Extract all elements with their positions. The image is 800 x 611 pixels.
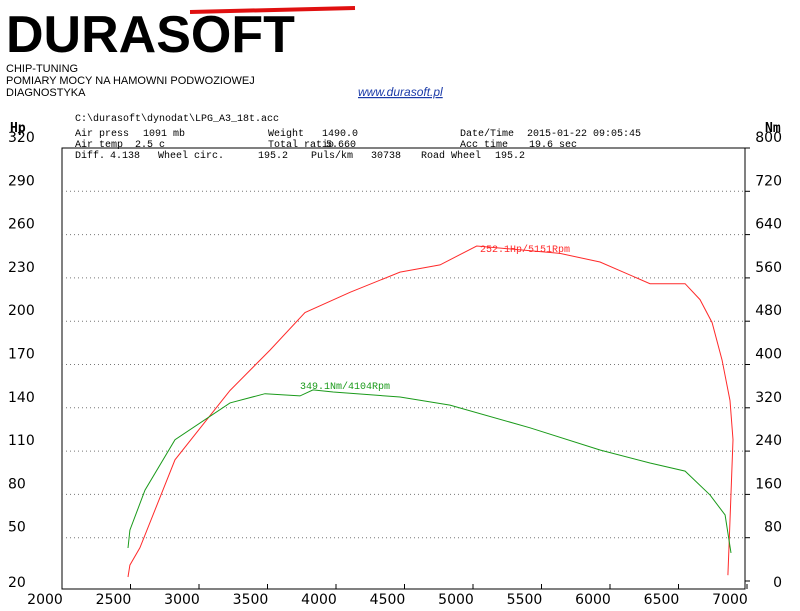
y-tick-label: 110 [8,433,35,449]
info-label: Puls/km [311,150,353,162]
peak-annotation: 349.1Nm/4104Rpm [300,381,390,393]
y2-tick-label: 80 [764,520,782,536]
plot-frame [61,147,746,590]
y-tick-label: 260 [8,217,35,233]
peak-annotation: 252.1Hp/5151Rpm [480,244,570,256]
info-label: Date/Time [460,128,514,140]
series-line [127,389,732,553]
x-tick-label: 7000 [712,592,748,608]
y2-tick-label: 640 [755,217,782,233]
x-tick-label: 5500 [507,592,543,608]
y-tick-label: 170 [8,347,35,363]
info-label: Total ratio [268,139,334,151]
info-label: Diff. [75,150,105,162]
y-tick-label: 140 [8,390,35,406]
logo: DURASOFT [6,6,295,64]
info-value: 195.2 [495,151,525,162]
x-tick-label: 4500 [370,592,406,608]
url[interactable]: www.durasoft.pl [358,85,443,99]
y-tick-label: 320 [8,130,35,146]
y-tick-label: 230 [8,260,35,276]
x-tick-label: 6000 [575,592,611,608]
y2-tick-label: 160 [755,476,782,492]
info-value: 2015-01-22 09:05:45 [527,129,641,140]
y2-tick-label: 240 [755,433,782,449]
y2-tick-label: 480 [755,303,782,319]
y-tick-label: 20 [8,575,26,591]
x-tick-label: 5000 [438,592,474,608]
x-tick-label: 4000 [301,592,337,608]
y-tick-label: 200 [8,303,35,319]
info-label: Road Wheel [421,150,481,162]
info-value: 195.2 [258,151,288,162]
y2-tick-label: 800 [755,130,782,146]
x-tick-label: 6500 [644,592,680,608]
y-tick-label: 80 [8,476,26,492]
y-tick-label: 50 [8,520,26,536]
info-label: Wheel circ. [158,150,224,162]
info-label: Air temp [75,139,123,151]
series-line [127,245,734,578]
x-tick-label: 2000 [27,592,63,608]
y2-tick-label: 320 [755,390,782,406]
file-path: C:\durasoft\dynodat\LPG_A3_18t.acc [75,113,279,125]
info-value: 4.138 [110,151,140,162]
info-label: Weight [268,128,304,140]
info-value: 19.6 sec [529,140,577,151]
y-tick-label: 290 [8,173,35,189]
header-line: CHIP-TUNING [6,63,78,75]
logo-swoosh [189,6,356,14]
x-tick-label: 3000 [164,592,200,608]
x-tick-label: 2500 [96,592,132,608]
y2-tick-label: 560 [755,260,782,276]
header-line: POMIARY MOCY NA HAMOWNI PODWOZIOWEJ [6,75,255,87]
info-value: 2.5 c [135,140,165,151]
header-line: DIAGNOSTYKA [6,87,86,99]
info-label: Air press [75,128,129,140]
y2-axis-label: Nm [765,121,781,136]
y2-tick-label: 0 [773,575,782,591]
info-value: 30738 [371,151,401,162]
info-label: Acc time [460,139,508,151]
info-value: 5.660 [326,140,356,151]
info-value: 1490.0 [322,129,358,140]
y2-tick-label: 720 [755,173,782,189]
y2-tick-label: 400 [755,347,782,363]
info-value: 1091 mb [143,128,185,140]
x-tick-label: 3500 [233,592,269,608]
y-axis-label: Hp [10,121,26,136]
